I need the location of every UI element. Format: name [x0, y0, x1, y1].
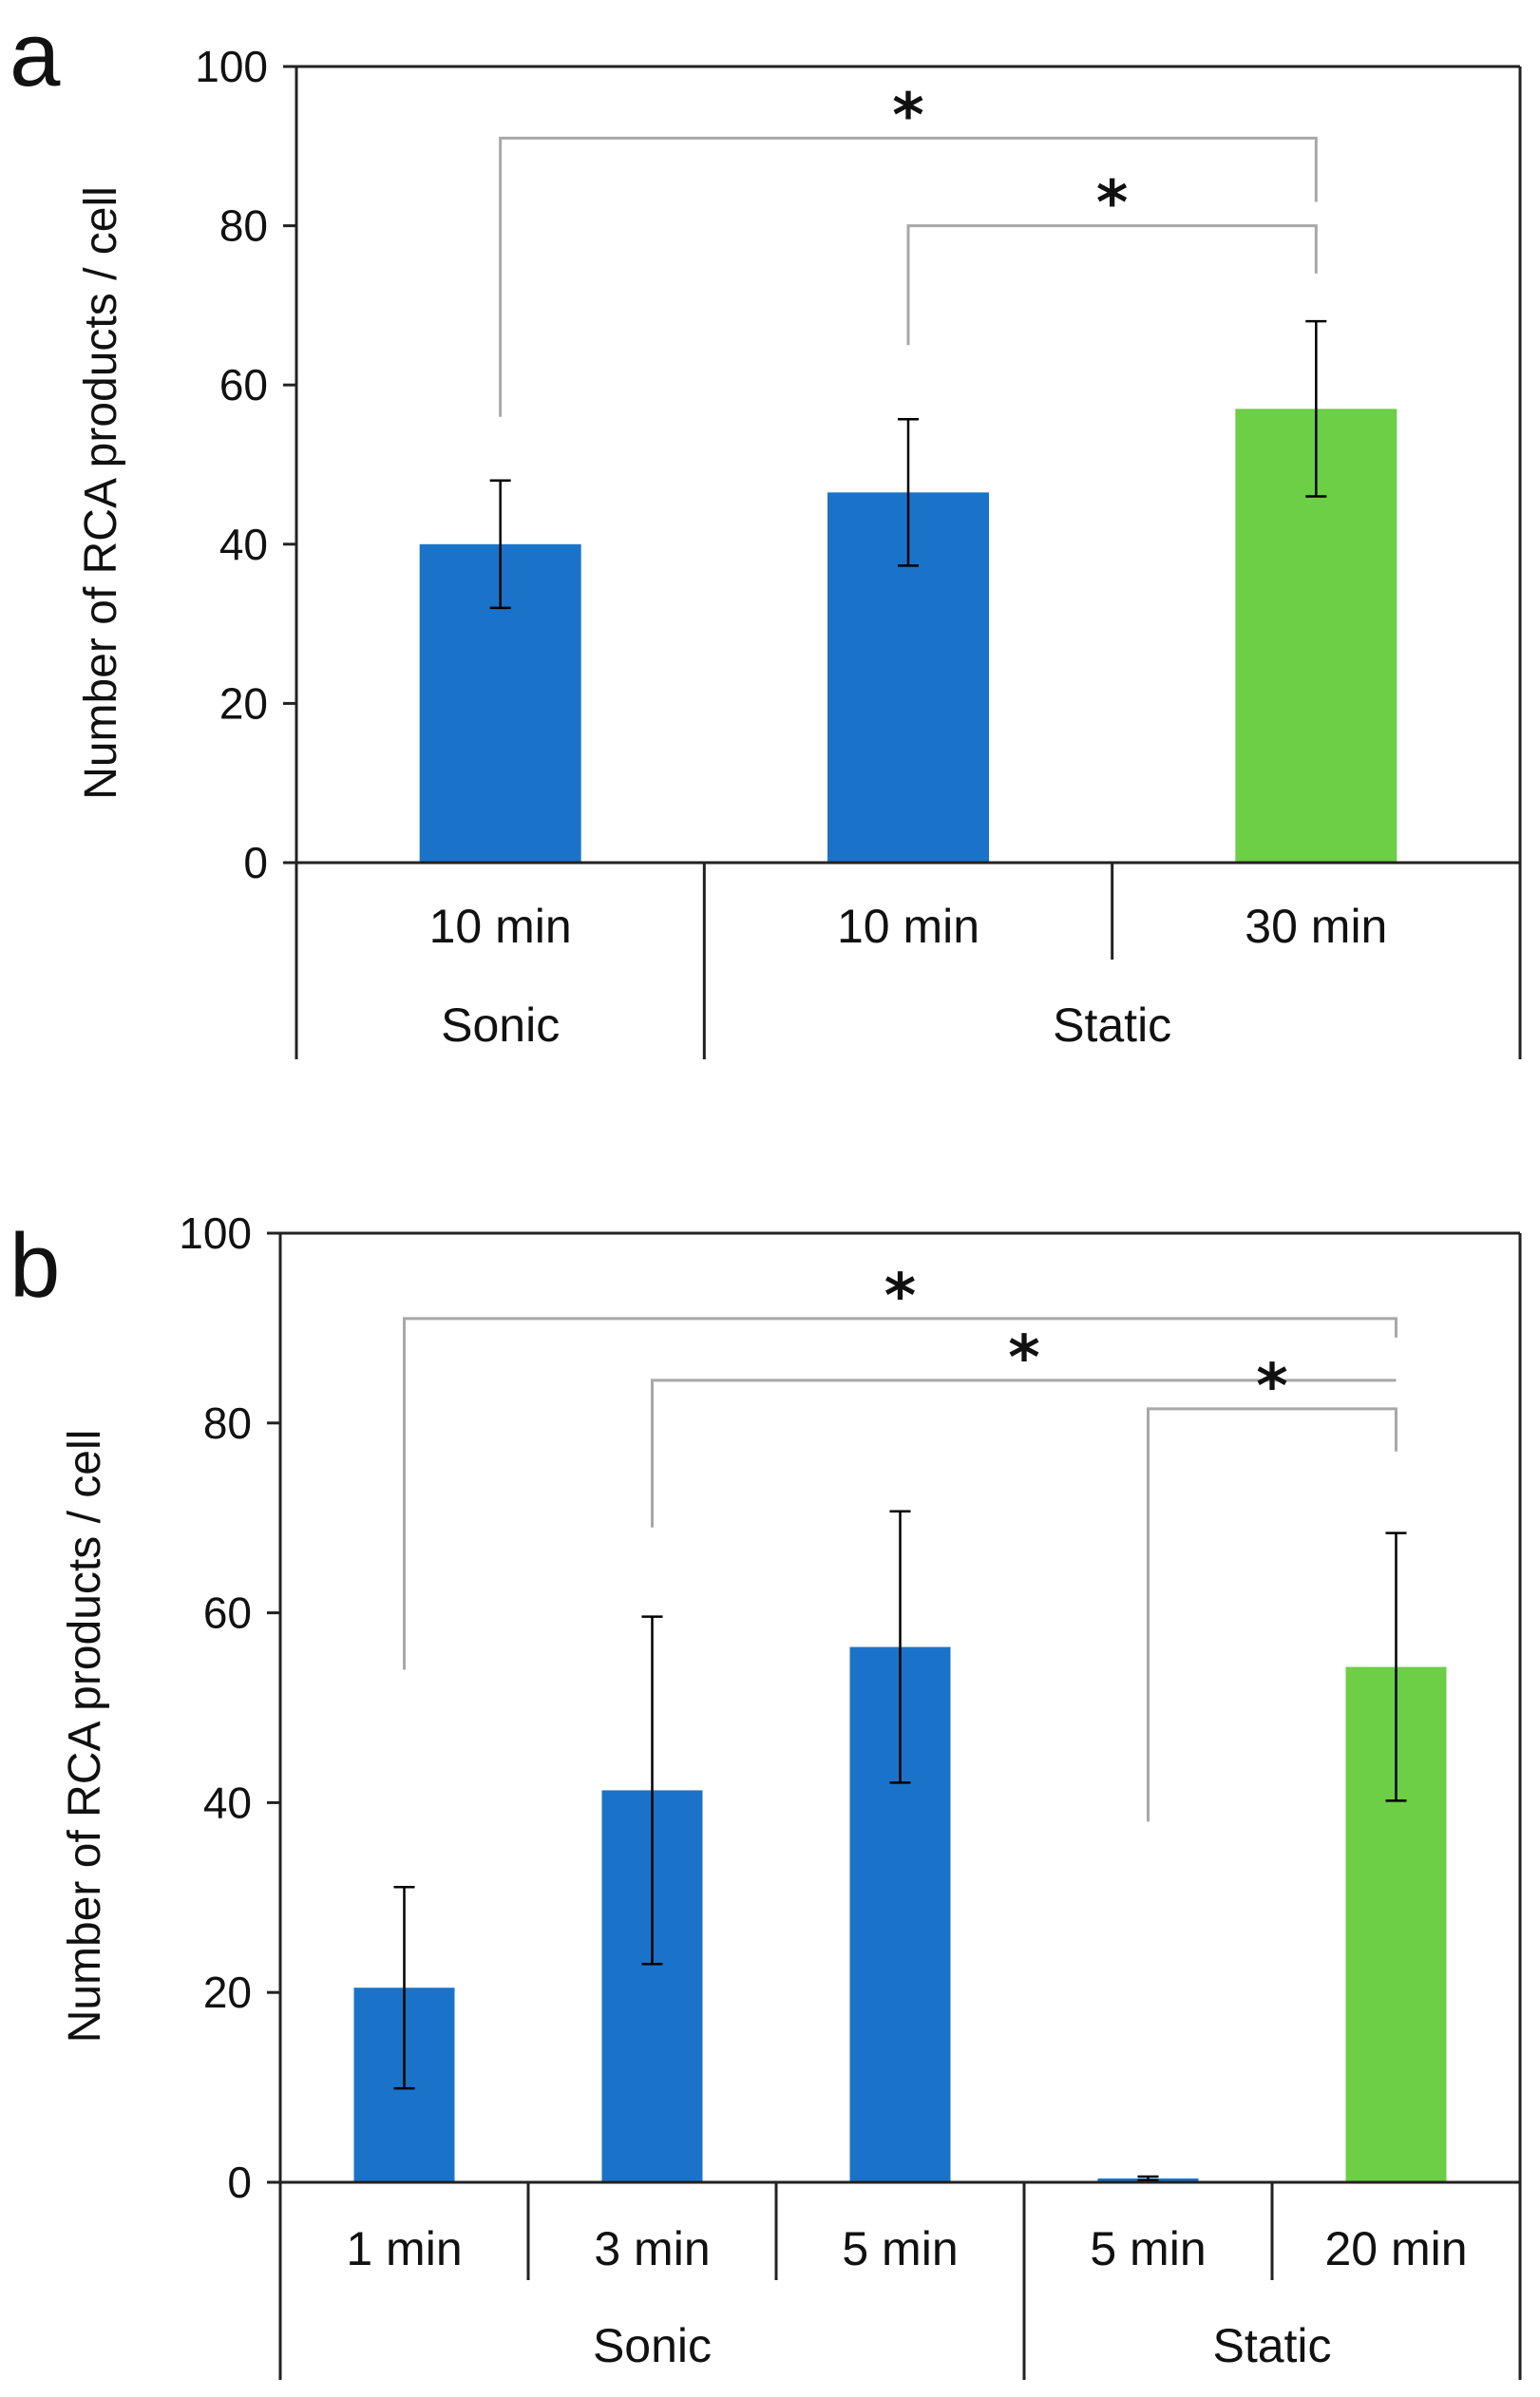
panel-label: b [10, 1215, 60, 1317]
significance-star: * [1008, 1323, 1039, 1394]
chart-a: 0 20 40 60 80 100 Number of RCA products / cel… [10, 4, 1522, 1059]
y-tick-label: 100 [179, 1208, 252, 1258]
group-label: Sonic [441, 999, 560, 1052]
x-tick-label: 5 min [842, 2222, 958, 2275]
x-tick-label: 20 min [1324, 2222, 1467, 2275]
significance-star: * [884, 1262, 916, 1332]
x-tick-label: 10 min [429, 900, 572, 953]
y-axis-label: Number of RCA products / cell [60, 1430, 110, 2044]
y-tick-label: 80 [203, 1398, 252, 1448]
group-label: Static [1053, 999, 1171, 1052]
significance-star: * [1096, 169, 1128, 239]
panel-label: a [10, 4, 61, 105]
significance-bracket [403, 1317, 1397, 1670]
significance-bracket [499, 136, 1318, 417]
y-tick-label: 60 [219, 360, 268, 409]
x-tick-label: 5 min [1090, 2222, 1206, 2275]
chart-b: 0 20 40 60 80 100 Number of RCA products / cel… [10, 1208, 1522, 2380]
x-tick-label: 10 min [837, 900, 979, 953]
x-tick-label: 30 min [1245, 900, 1387, 953]
y-tick-label: 20 [203, 1968, 252, 2017]
significance-star: * [892, 81, 923, 151]
significance-bracket [651, 1379, 1397, 1528]
y-tick-label: 20 [219, 678, 268, 728]
y-tick-label: 80 [219, 201, 268, 251]
x-tick-label: 3 min [594, 2222, 710, 2275]
y-tick-label: 60 [203, 1588, 252, 1638]
y-tick-label: 0 [243, 838, 268, 887]
y-axis-label: Number of RCA products / cell [76, 186, 126, 800]
group-label: Static [1212, 2319, 1331, 2372]
y-tick-label: 40 [219, 520, 268, 569]
significance-bracket [906, 224, 1318, 346]
group-label: Sonic [593, 2319, 712, 2372]
significance-star: * [1256, 1352, 1287, 1422]
x-tick-label: 1 min [346, 2222, 462, 2275]
y-tick-label: 100 [195, 42, 268, 91]
y-tick-label: 40 [203, 1778, 252, 1827]
y-tick-label: 0 [227, 2158, 252, 2207]
significance-bracket [1147, 1407, 1397, 1822]
